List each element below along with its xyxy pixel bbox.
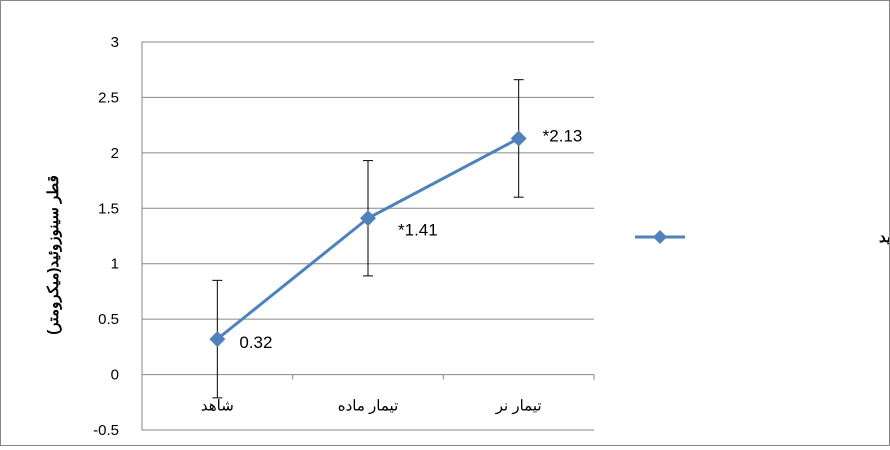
legend-marker (653, 230, 667, 244)
y-tick-label: 3 (111, 34, 119, 51)
x-category-label: تیمار نر (495, 398, 542, 415)
y-tick-label: 1.5 (98, 200, 119, 217)
data-label: *1.41 (398, 220, 438, 239)
data-labels: 0.32 *1.41 *2.13 (239, 126, 582, 352)
y-tick-label: 1 (111, 256, 119, 273)
y-tick-label: 0.5 (98, 311, 119, 328)
y-axis-ticks: -0.5 0 0.5 1 1.5 2 2.5 3 (93, 34, 119, 439)
data-point-marker (510, 130, 527, 147)
y-tick-label: 2.5 (98, 89, 119, 106)
data-label: *2.13 (543, 126, 583, 145)
y-tick-label: -0.5 (93, 422, 119, 439)
y-tick-label: 2 (111, 145, 119, 162)
legend-label: تغییرات قطر سینوزوئید (879, 229, 889, 246)
data-point-marker (209, 331, 226, 348)
y-axis-title: قطر سینوزوئید(میکرومتر) (45, 175, 62, 335)
y-tick-label: 0 (111, 367, 119, 384)
data-point-marker (360, 210, 376, 227)
data-label: 0.32 (239, 333, 272, 352)
x-category-label: تیمار ماده (338, 398, 399, 415)
x-category-label: شاهد (201, 398, 234, 415)
legend: تغییرات قطر سینوزوئید (635, 229, 890, 246)
series-line-group (209, 130, 527, 348)
x-axis-categories: شاهد تیمار ماده تیمار نر (201, 398, 542, 415)
